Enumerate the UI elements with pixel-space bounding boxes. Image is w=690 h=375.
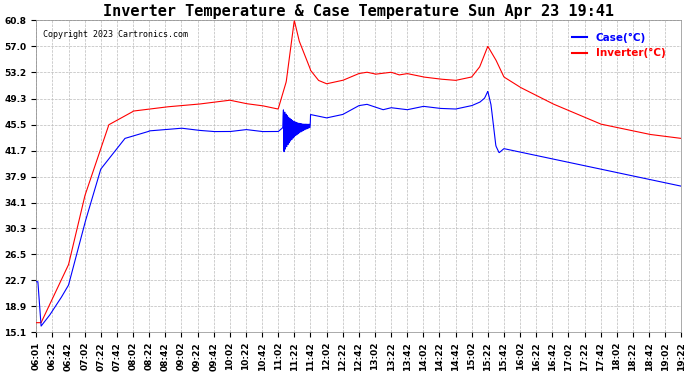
Legend: Case(°C), Inverter(°C): Case(°C), Inverter(°C): [568, 28, 670, 62]
Title: Inverter Temperature & Case Temperature Sun Apr 23 19:41: Inverter Temperature & Case Temperature …: [104, 4, 614, 19]
Text: Copyright 2023 Cartronics.com: Copyright 2023 Cartronics.com: [43, 30, 188, 39]
